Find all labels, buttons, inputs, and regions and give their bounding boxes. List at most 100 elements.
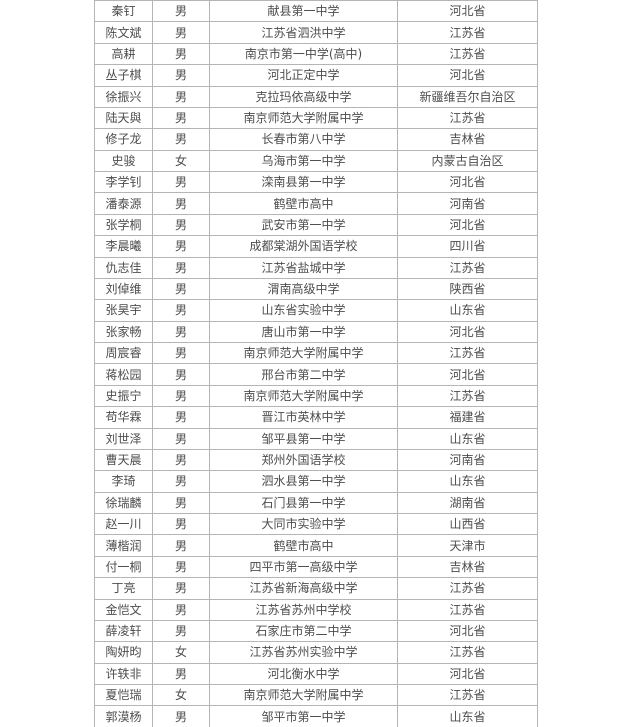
province-cell: 河北省	[397, 363, 538, 386]
table-row: 秦钉 男 献县第一中学 河北省	[94, 0, 538, 23]
table-row: 金恺文 男 江苏省苏州中学校 江苏省	[94, 598, 538, 621]
gender-cell: 男	[152, 363, 210, 386]
gender-cell: 男	[152, 170, 210, 194]
name-cell: 薄楷润	[94, 534, 153, 557]
province-cell: 山西省	[397, 512, 538, 536]
school-cell: 江苏省苏州实验中学	[209, 641, 398, 664]
gender-cell: 男	[152, 341, 210, 365]
gender-cell: 男	[152, 85, 210, 108]
student-roster-table: 秦钉 男 献县第一中学 河北省 陈文斌 男 江苏省泗洪中学 江苏省 高耕 男 南…	[94, 0, 538, 727]
school-cell: 郑州外国语学校	[209, 448, 398, 472]
name-cell: 张学桐	[94, 213, 153, 237]
province-cell: 江苏省	[397, 341, 538, 365]
table-row: 陶妍昀 女 江苏省苏州实验中学 江苏省	[94, 641, 538, 664]
province-cell: 河北省	[397, 170, 538, 194]
table-row: 陈文斌 男 江苏省泗洪中学 江苏省	[94, 21, 538, 44]
name-cell: 丛子棋	[94, 64, 153, 87]
gender-cell: 男	[152, 256, 210, 279]
province-cell: 河北省	[397, 320, 538, 344]
table-row: 仇志佳 男 江苏省盐城中学 江苏省	[94, 256, 538, 279]
name-cell: 周宸睿	[94, 341, 153, 365]
table-row: 徐振兴 男 克拉玛依高级中学 新疆维吾尔自治区	[94, 85, 538, 108]
gender-cell: 男	[152, 320, 210, 344]
province-cell: 江苏省	[397, 577, 538, 600]
school-cell: 邹平市第一中学	[209, 705, 398, 727]
gender-cell: 女	[152, 683, 210, 707]
name-cell: 史振宁	[94, 384, 153, 408]
school-cell: 鹤壁市高中	[209, 192, 398, 215]
table-row: 潘泰源 男 鹤壁市高中 河南省	[94, 192, 538, 215]
province-cell: 河北省	[397, 0, 538, 23]
school-cell: 唐山市第一中学	[209, 320, 398, 344]
name-cell: 蒋松园	[94, 363, 153, 386]
name-cell: 陶妍昀	[94, 641, 153, 664]
table-row: 徐瑞麟 男 石门县第一中学 湖南省	[94, 491, 538, 515]
name-cell: 付一桐	[94, 555, 153, 579]
school-cell: 乌海市第一中学	[209, 149, 398, 173]
school-cell: 四平市第一高级中学	[209, 555, 398, 579]
name-cell: 夏恺瑞	[94, 683, 153, 707]
province-cell: 河北省	[397, 662, 538, 686]
province-cell: 江苏省	[397, 21, 538, 44]
gender-cell: 男	[152, 555, 210, 579]
school-cell: 江苏省泗洪中学	[209, 21, 398, 44]
gender-cell: 男	[152, 705, 210, 727]
gender-cell: 男	[152, 491, 210, 515]
school-cell: 南京师范大学附属中学	[209, 106, 398, 130]
table-row: 高耕 男 南京市第一中学(高中) 江苏省	[94, 42, 538, 66]
table-row: 蒋松园 男 邢台市第二中学 河北省	[94, 363, 538, 386]
name-cell: 张家畅	[94, 320, 153, 344]
table-row: 史骏 女 乌海市第一中学 内蒙古自治区	[94, 149, 538, 173]
school-cell: 河北衡水中学	[209, 662, 398, 686]
gender-cell: 男	[152, 577, 210, 600]
name-cell: 郭漠杨	[94, 705, 153, 727]
province-cell: 陕西省	[397, 277, 538, 301]
table-row: 苟华霖 男 晋江市英林中学 福建省	[94, 406, 538, 429]
province-cell: 山东省	[397, 299, 538, 322]
table-row: 刘倬维 男 渭南高级中学 陕西省	[94, 277, 538, 301]
name-cell: 金恺文	[94, 598, 153, 621]
table-row: 付一桐 男 四平市第一高级中学 吉林省	[94, 555, 538, 579]
table-row: 李学钊 男 滦南县第一中学 河北省	[94, 170, 538, 194]
table-row: 丁亮 男 江苏省新海高级中学 江苏省	[94, 577, 538, 600]
name-cell: 苟华霖	[94, 406, 153, 429]
name-cell: 徐瑞麟	[94, 491, 153, 515]
table-row: 张学桐 男 武安市第一中学 河北省	[94, 213, 538, 237]
table-row: 张家畅 男 唐山市第一中学 河北省	[94, 320, 538, 344]
name-cell: 薛凌轩	[94, 619, 153, 643]
school-cell: 大同市实验中学	[209, 512, 398, 536]
name-cell: 李晨曦	[94, 235, 153, 258]
gender-cell: 男	[152, 64, 210, 87]
school-cell: 鹤壁市高中	[209, 534, 398, 557]
name-cell: 李琦	[94, 470, 153, 493]
name-cell: 丁亮	[94, 577, 153, 600]
gender-cell: 男	[152, 662, 210, 686]
school-cell: 武安市第一中学	[209, 213, 398, 237]
school-cell: 江苏省新海高级中学	[209, 577, 398, 600]
gender-cell: 男	[152, 406, 210, 429]
province-cell: 新疆维吾尔自治区	[397, 85, 538, 108]
name-cell: 曹天晨	[94, 448, 153, 472]
gender-cell: 男	[152, 42, 210, 66]
province-cell: 江苏省	[397, 683, 538, 707]
gender-cell: 男	[152, 534, 210, 557]
gender-cell: 男	[152, 277, 210, 301]
province-cell: 吉林省	[397, 555, 538, 579]
province-cell: 天津市	[397, 534, 538, 557]
province-cell: 吉林省	[397, 128, 538, 151]
province-cell: 福建省	[397, 406, 538, 429]
gender-cell: 男	[152, 235, 210, 258]
school-cell: 南京市第一中学(高中)	[209, 42, 398, 66]
province-cell: 河北省	[397, 619, 538, 643]
gender-cell: 男	[152, 448, 210, 472]
table-row: 周宸睿 男 南京师范大学附属中学 江苏省	[94, 341, 538, 365]
school-cell: 献县第一中学	[209, 0, 398, 23]
gender-cell: 男	[152, 470, 210, 493]
name-cell: 陈文斌	[94, 21, 153, 44]
name-cell: 徐振兴	[94, 85, 153, 108]
gender-cell: 男	[152, 598, 210, 621]
table-row: 李琦 男 泗水县第一中学 山东省	[94, 470, 538, 493]
school-cell: 石门县第一中学	[209, 491, 398, 515]
table-row: 丛子棋 男 河北正定中学 河北省	[94, 64, 538, 87]
gender-cell: 男	[152, 21, 210, 44]
